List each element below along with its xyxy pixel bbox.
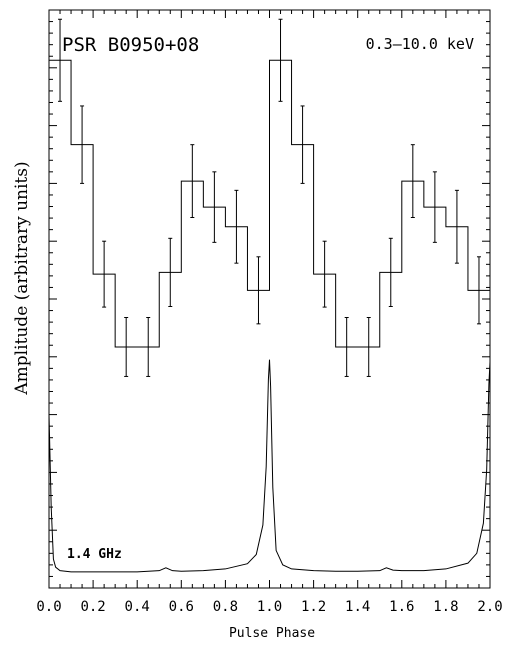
x-tick-labels: 0.0 0.2 0.4 0.6 0.8 1.0 1.2 1.4 1.6 1.8 2.0: [36, 599, 502, 615]
x-tick-label: 0.4: [125, 599, 150, 615]
axis-ticks: [48, 9, 491, 589]
x-tick-label: 1.8: [433, 599, 458, 615]
x-tick-label: 0.6: [169, 599, 194, 615]
x-tick-label: 1.2: [301, 599, 326, 615]
energy-band-label: 0.3–10.0 keV: [366, 35, 474, 53]
y-axis-label: Amplitude (arbitrary units): [12, 161, 32, 395]
x-tick-label: 0.0: [36, 599, 61, 615]
radio-frequency-label: 1.4 GHz: [67, 547, 122, 562]
x-tick-label: 2.0: [477, 599, 502, 615]
x-tick-label: 0.2: [80, 599, 105, 615]
x-axis-label: Pulse Phase: [229, 626, 315, 641]
xray-histogram-line: [49, 59, 490, 348]
radio-profile-line: [48, 359, 491, 573]
x-tick-label: 0.8: [213, 599, 238, 615]
x-tick-label: 1.6: [389, 599, 414, 615]
xray-error-bars: [58, 18, 481, 377]
chart-title: PSR B0950+08: [62, 34, 199, 56]
xray-histogram-series: [49, 59, 490, 348]
x-tick-label: 1.0: [257, 599, 282, 615]
x-tick-label: 1.4: [345, 599, 370, 615]
